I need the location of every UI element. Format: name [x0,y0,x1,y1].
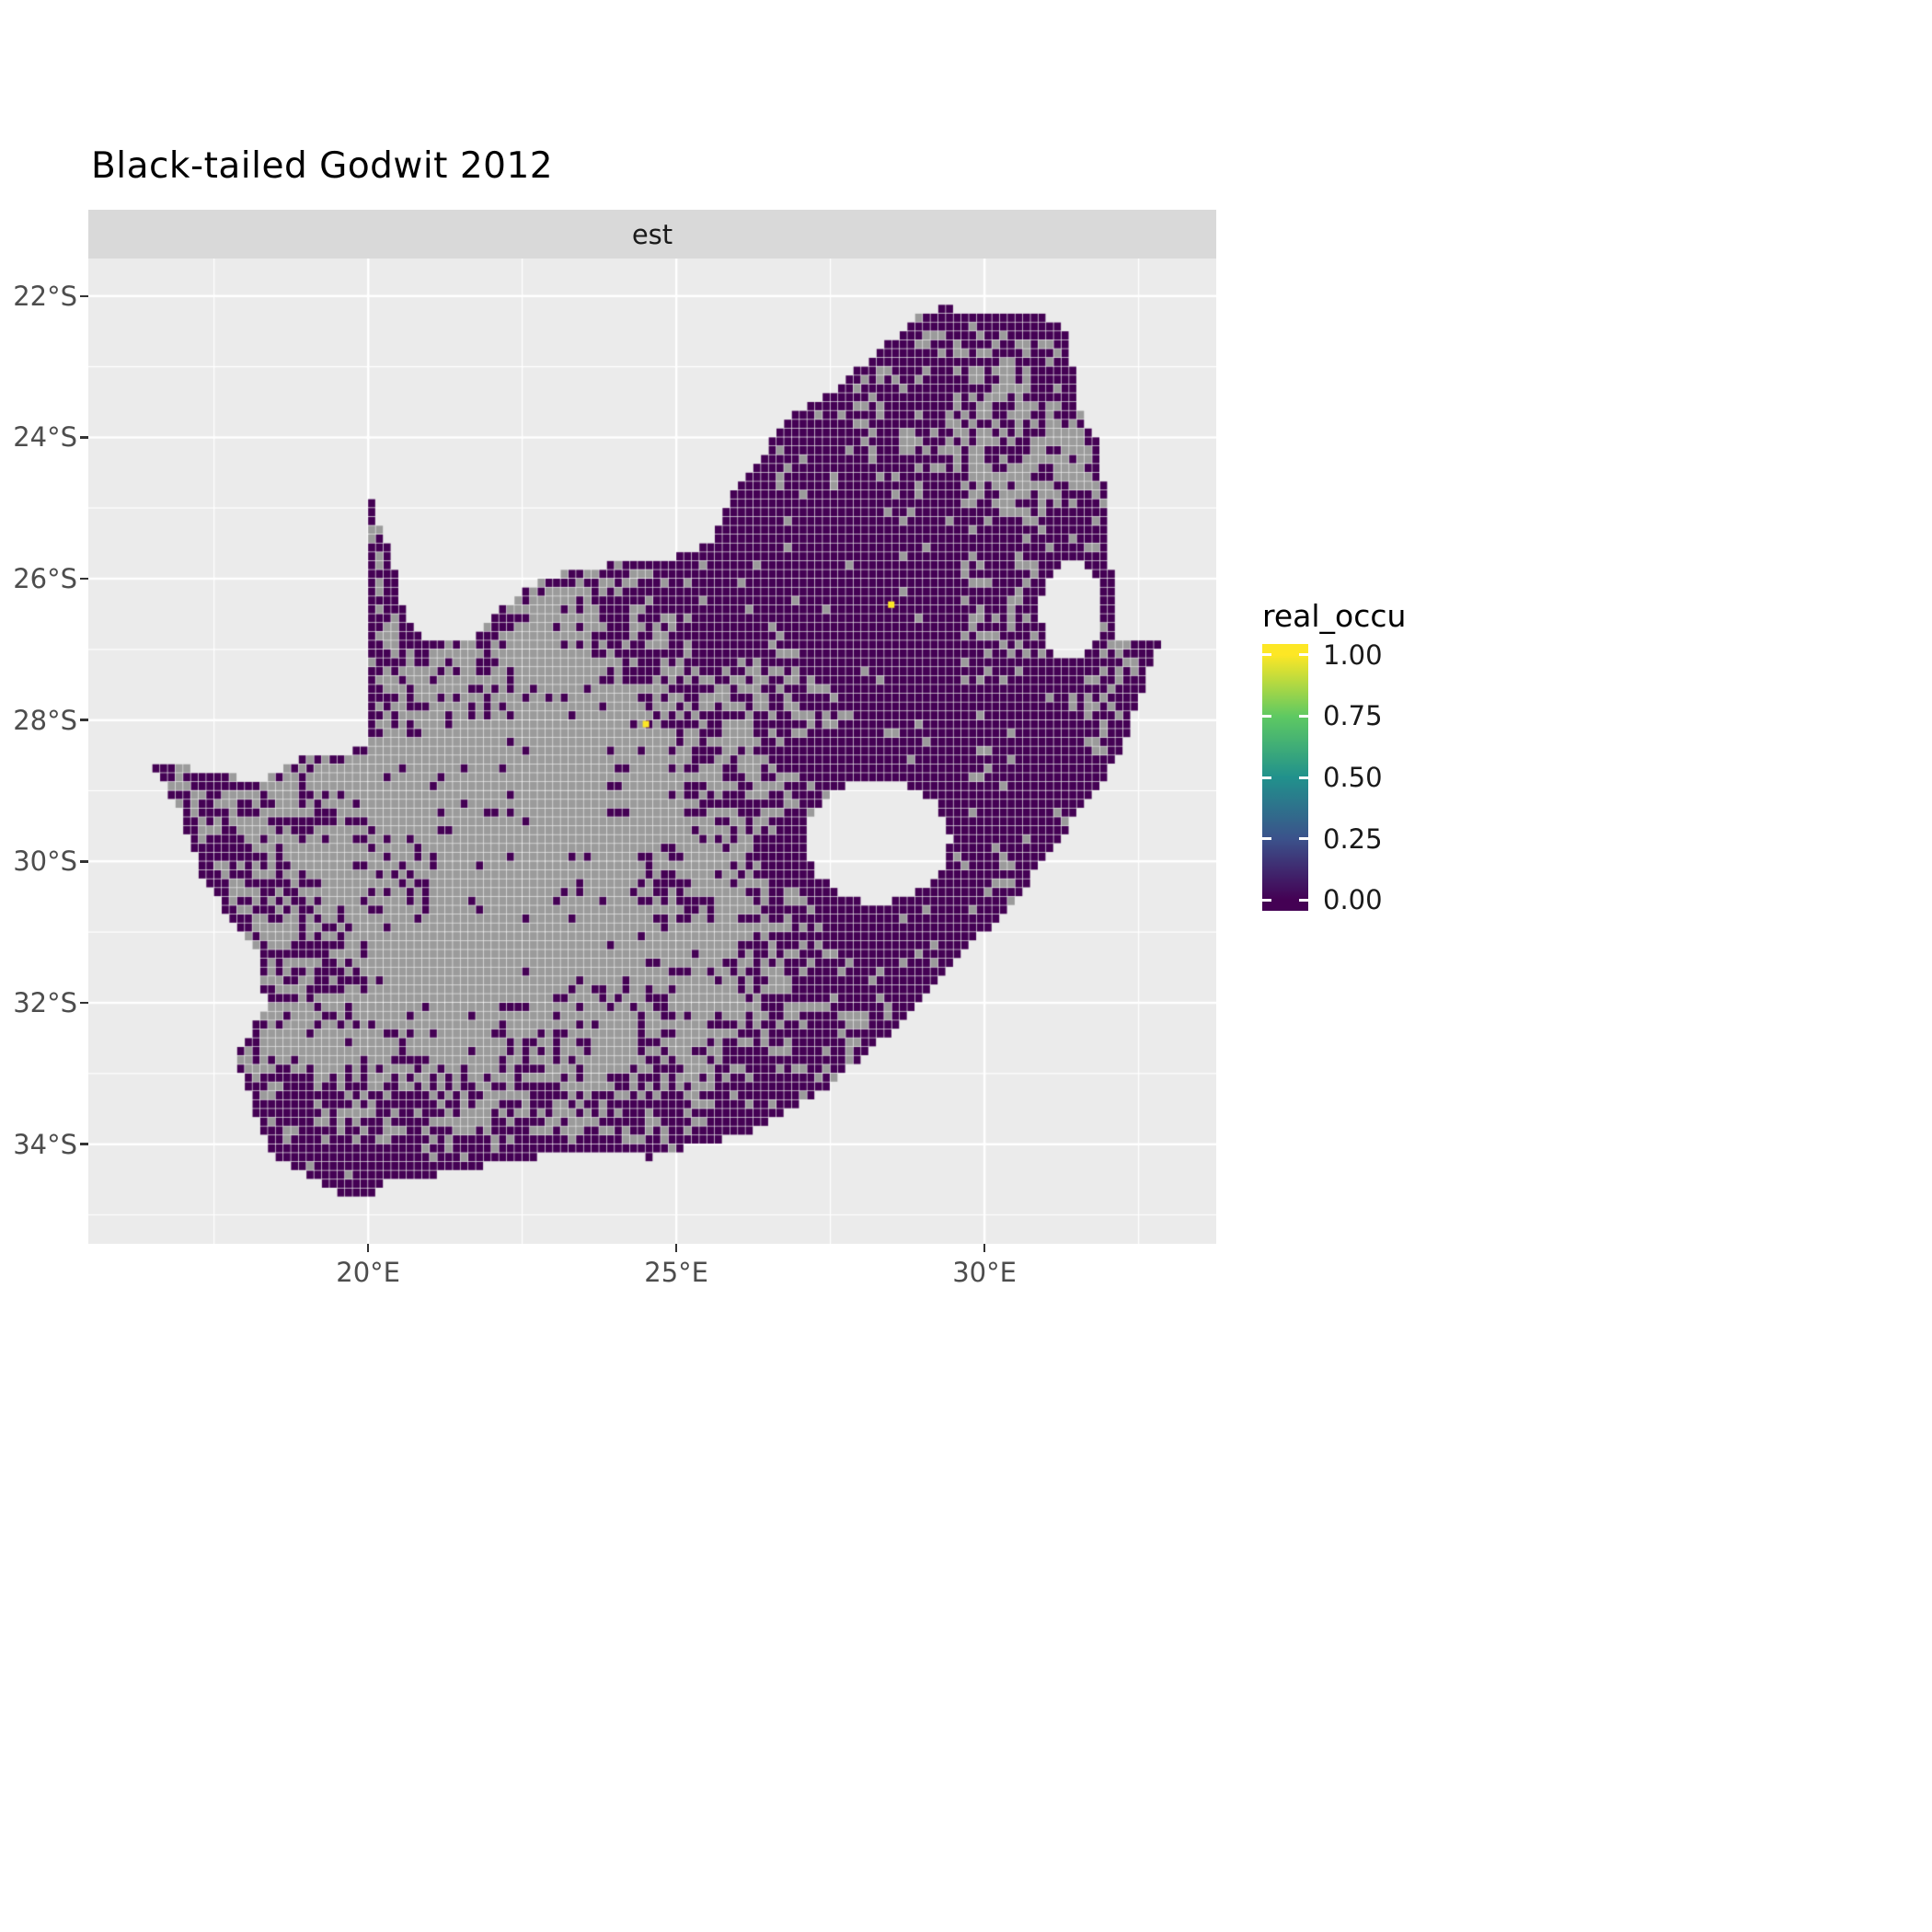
legend-tick-mark [1299,898,1308,902]
y-axis-label: 26°S [13,563,77,595]
legend-tick-label: 0.00 [1323,884,1383,916]
y-axis-label: 32°S [13,987,77,1018]
plot-title: Black-tailed Godwit 2012 [91,145,554,187]
legend-tick-mark [1299,837,1308,841]
legend-tick-mark [1262,653,1271,657]
legend-tick-label: 0.25 [1323,822,1383,855]
legend-tick-mark [1262,837,1271,841]
x-axis-tick [366,1244,370,1252]
legend-tick-mark [1262,898,1271,902]
y-axis-tick [80,294,88,298]
y-axis-tick [80,860,88,863]
y-axis-tick [80,577,88,581]
y-axis-tick [80,1143,88,1145]
x-axis-label: 30°E [952,1257,1017,1288]
map-panel-canvas [88,259,1216,1244]
x-axis-label: 25°E [644,1257,708,1288]
y-axis-label: 34°S [13,1128,77,1160]
y-axis-label: 22°S [13,280,77,312]
y-axis-label: 24°S [13,421,77,454]
legend-tick-label: 0.50 [1323,762,1383,793]
facet-strip: est [88,210,1216,259]
x-axis-tick [674,1244,678,1252]
y-axis-label: 28°S [13,704,77,736]
facet-label: est [631,218,673,250]
legend-tick-mark [1299,776,1308,779]
x-axis-tick [983,1244,986,1252]
y-axis-tick [80,719,88,721]
legend-tick-mark [1299,653,1308,657]
legend-tick-label: 0.75 [1323,700,1383,732]
legend-tick-mark [1262,714,1271,718]
x-axis-label: 20°E [336,1257,401,1288]
legend-tick-label: 1.00 [1323,638,1383,671]
y-axis-label: 30°S [13,845,77,878]
y-axis-tick [80,1001,88,1005]
legend-title: real_occu [1262,598,1407,634]
legend-tick-mark [1262,776,1271,779]
legend-tick-mark [1299,714,1308,718]
y-axis-tick [80,436,88,439]
